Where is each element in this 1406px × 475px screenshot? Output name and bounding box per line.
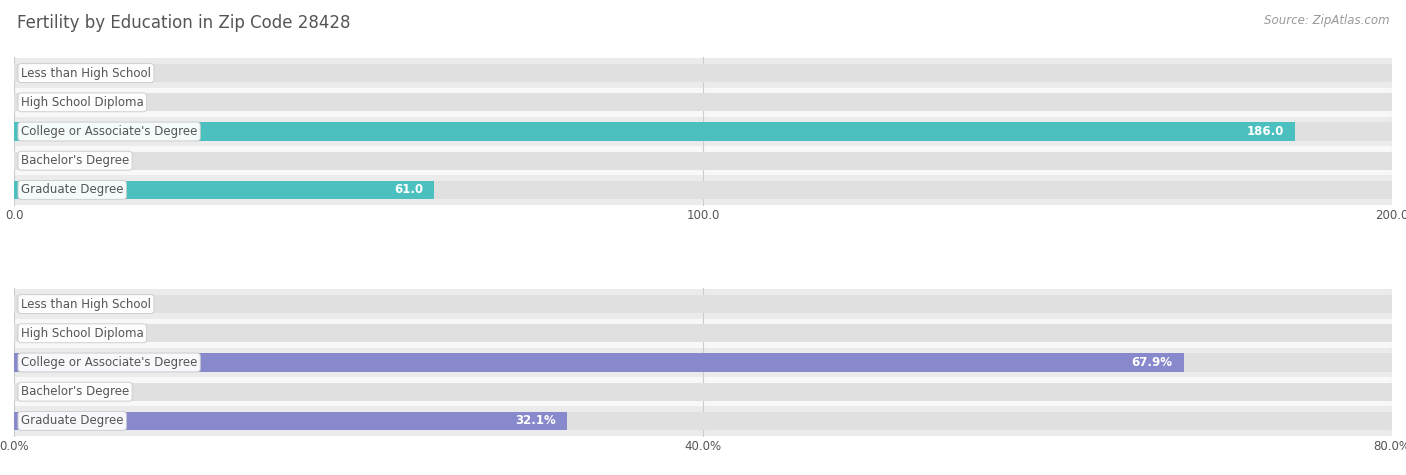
Bar <box>14 412 1392 430</box>
Text: 0.0%: 0.0% <box>25 385 55 398</box>
Bar <box>14 93 1392 111</box>
Text: Bachelor's Degree: Bachelor's Degree <box>21 154 129 167</box>
Bar <box>14 181 434 199</box>
Text: Fertility by Education in Zip Code 28428: Fertility by Education in Zip Code 28428 <box>17 14 350 32</box>
Text: Graduate Degree: Graduate Degree <box>21 183 124 197</box>
Bar <box>14 383 1392 401</box>
Text: Less than High School: Less than High School <box>21 66 150 80</box>
Text: 0.0%: 0.0% <box>25 297 55 311</box>
Text: 0.0: 0.0 <box>25 96 44 109</box>
Bar <box>14 319 1392 348</box>
Text: High School Diploma: High School Diploma <box>21 96 143 109</box>
Bar <box>14 123 1392 141</box>
Text: High School Diploma: High School Diploma <box>21 327 143 340</box>
Bar <box>14 412 567 430</box>
Text: 61.0: 61.0 <box>394 183 423 197</box>
Bar <box>14 175 1392 205</box>
Text: Bachelor's Degree: Bachelor's Degree <box>21 385 129 398</box>
Bar <box>14 289 1392 319</box>
Bar <box>14 152 1392 170</box>
Bar <box>14 353 1392 371</box>
Bar <box>14 123 1295 141</box>
Bar <box>14 295 1392 313</box>
Bar <box>14 353 1184 371</box>
Text: 0.0: 0.0 <box>25 154 44 167</box>
Text: College or Associate's Degree: College or Associate's Degree <box>21 356 197 369</box>
Bar <box>14 406 1392 436</box>
Bar <box>14 324 1392 342</box>
Text: College or Associate's Degree: College or Associate's Degree <box>21 125 197 138</box>
Text: Less than High School: Less than High School <box>21 297 150 311</box>
Text: Source: ZipAtlas.com: Source: ZipAtlas.com <box>1264 14 1389 27</box>
Text: 186.0: 186.0 <box>1247 125 1285 138</box>
Text: 67.9%: 67.9% <box>1132 356 1173 369</box>
Bar <box>14 88 1392 117</box>
Text: 32.1%: 32.1% <box>515 414 555 428</box>
Bar <box>14 58 1392 88</box>
Bar <box>14 64 1392 82</box>
Text: Graduate Degree: Graduate Degree <box>21 414 124 428</box>
Bar <box>14 146 1392 175</box>
Bar <box>14 181 1392 199</box>
Bar <box>14 117 1392 146</box>
Text: 0.0: 0.0 <box>25 66 44 80</box>
Bar <box>14 348 1392 377</box>
Text: 0.0%: 0.0% <box>25 327 55 340</box>
Bar <box>14 377 1392 406</box>
